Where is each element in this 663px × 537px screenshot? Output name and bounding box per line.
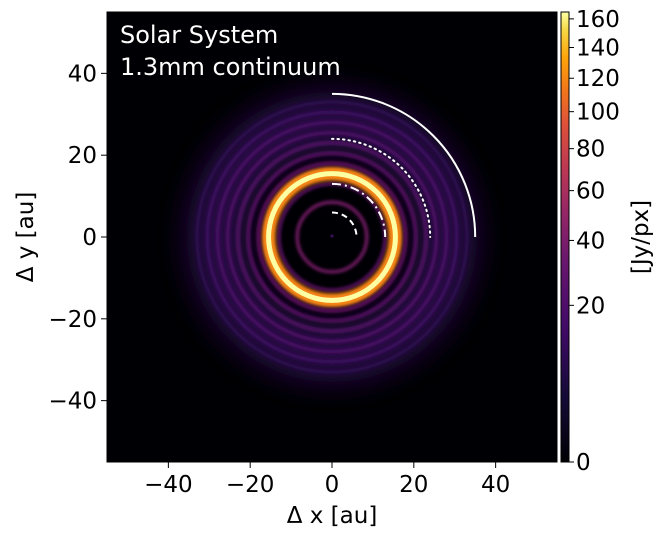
annotation-line-1: Solar System [120, 21, 278, 49]
ring [215, 120, 449, 354]
colorbar-tick-label: 80 [576, 137, 605, 163]
ring [295, 200, 369, 274]
orbit-arc-layer [331, 92, 477, 238]
colorbar-tick-label: 40 [576, 228, 605, 254]
ring [256, 161, 408, 313]
x-tick-label: 40 [481, 472, 510, 498]
ring [266, 171, 398, 303]
colorbar-tick-label: 140 [576, 35, 620, 61]
central-star [330, 234, 334, 238]
ring-layer [195, 100, 469, 374]
y-tick-label: 0 [82, 225, 97, 251]
x-axis-label: Δ x [au] [287, 503, 378, 529]
x-tick-label: −40 [144, 472, 193, 498]
orbit-arc-solid [331, 92, 477, 238]
y-tick-label: −40 [48, 389, 97, 415]
x-tick-label: −20 [226, 472, 275, 498]
colorbar-tick-label: 160 [576, 7, 620, 33]
plot-area: Solar System 1.3mm continuum [106, 11, 558, 463]
ring [226, 131, 438, 343]
colorbar-tick-label: 100 [576, 100, 620, 126]
ring [236, 141, 428, 333]
colorbar-gradient [560, 11, 570, 463]
y-tick-label: −20 [48, 307, 97, 333]
x-axis: −40 −20 0 20 40 [144, 462, 510, 498]
colorbar-tick-label: 20 [576, 293, 605, 319]
ring [195, 100, 469, 374]
colorbar-label: [Jy/px] [628, 200, 654, 274]
ring [246, 151, 418, 323]
y-tick-label: 20 [68, 143, 97, 169]
y-tick-label: 40 [68, 61, 97, 87]
x-tick-label: 20 [399, 472, 428, 498]
x-tick-label: 0 [325, 472, 340, 498]
colorbar-tick-label: 0 [576, 450, 591, 476]
colorbar-tick-label: 60 [576, 179, 605, 205]
orbit-arc-dotted [331, 137, 432, 238]
y-axis-label: Δ y [au] [13, 192, 39, 283]
orbit-arc-dashed [331, 211, 358, 238]
ring [205, 110, 459, 364]
y-axis: −40 −20 0 20 40 [48, 61, 107, 415]
annotation-line-2: 1.3mm continuum [120, 53, 341, 81]
orbit-arc-dashdot [331, 182, 387, 238]
colorbar-tick-label: 120 [576, 66, 620, 92]
